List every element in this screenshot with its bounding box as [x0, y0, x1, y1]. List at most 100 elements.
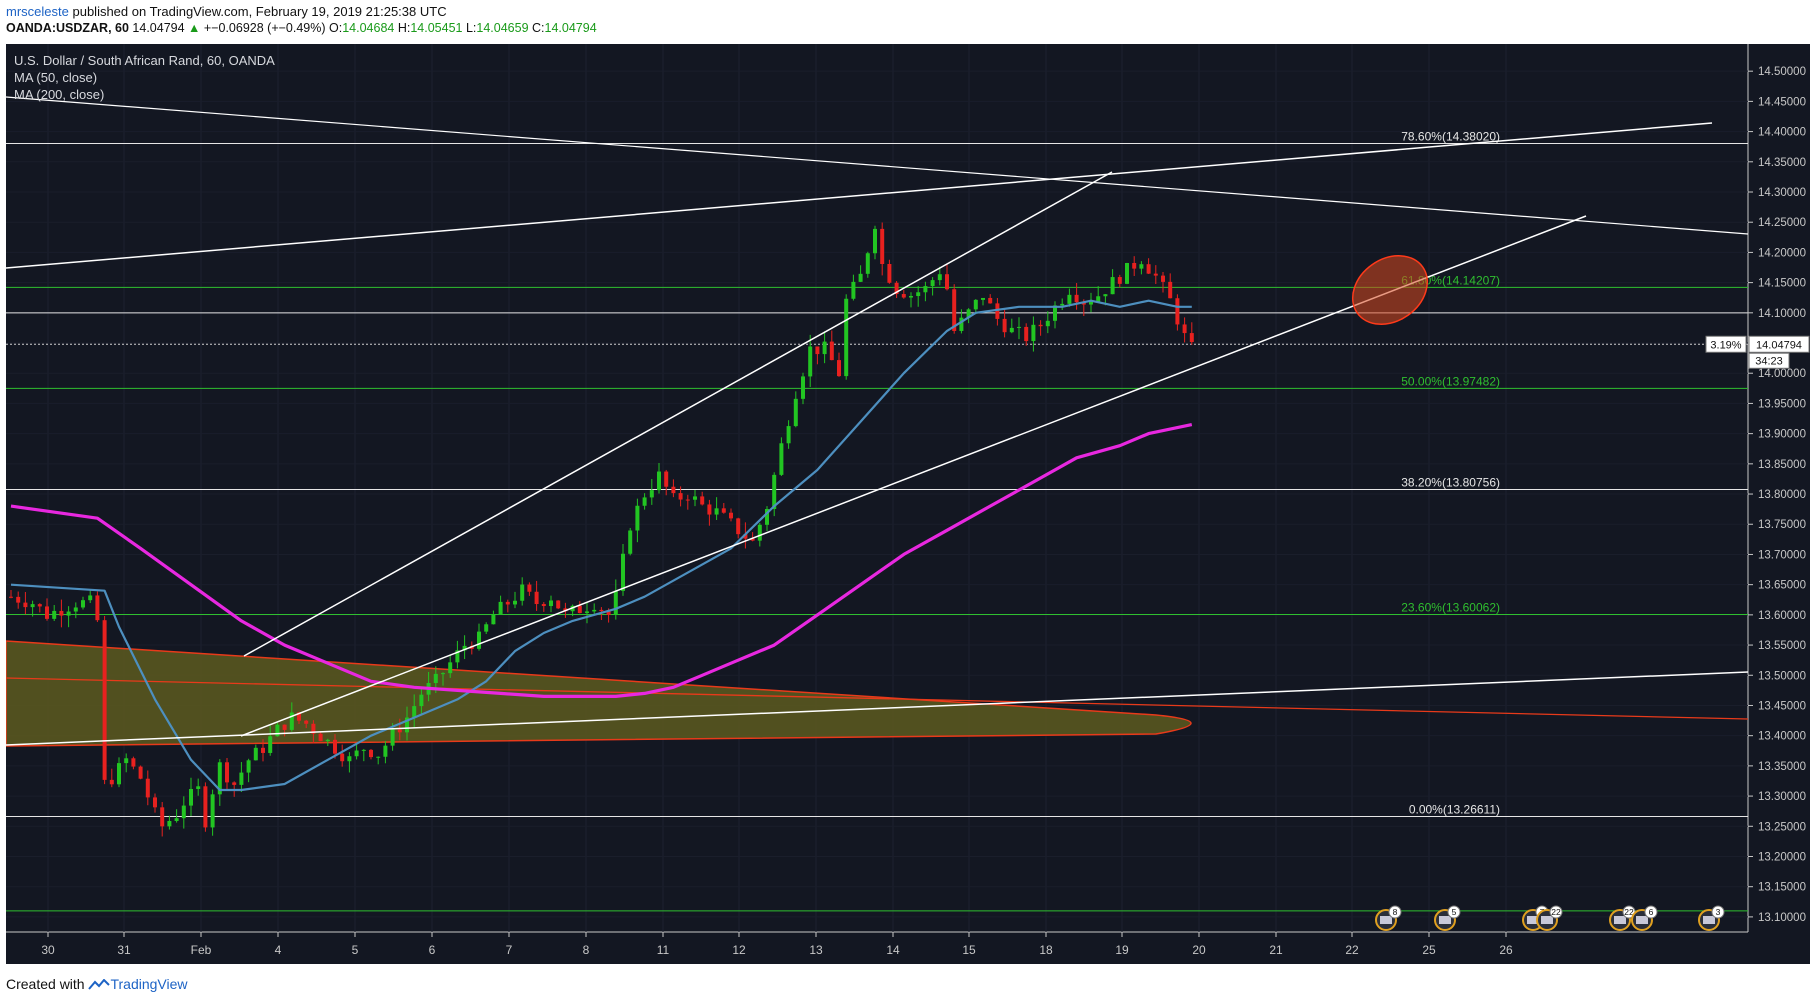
event-marker[interactable]: 6	[1631, 905, 1658, 931]
candle-body	[347, 756, 352, 762]
candle-body	[253, 747, 258, 761]
candle-body	[45, 606, 49, 619]
candle-body	[851, 281, 856, 299]
x-tick-label: 5	[352, 943, 359, 957]
y-tick-label: 14.40000	[1758, 127, 1806, 139]
candle-body	[397, 729, 402, 733]
x-tick-label: 20	[1192, 943, 1206, 957]
candle-body	[246, 760, 251, 773]
candle-body	[477, 631, 481, 649]
y-tick-label: 13.10000	[1758, 912, 1806, 924]
time-axis[interactable]: 30 31 Feb 4 5 6 7 8 11 12 13 14 15 18 19 20 21 22 25 26	[41, 932, 1513, 957]
y-tick-label: 14.30000	[1758, 187, 1806, 199]
y-tick-label: 14.15000	[1758, 278, 1806, 290]
price-axis[interactable]: 14.50000 14.45000 14.40000 14.35000 14.30000…	[1748, 66, 1806, 924]
candle-body	[621, 553, 625, 591]
symbol-label: OANDA:USDZAR, 60	[6, 21, 129, 35]
candle-body	[124, 758, 129, 764]
candle-body	[59, 610, 64, 616]
candle-body	[203, 786, 208, 828]
candle-body	[1153, 273, 1158, 276]
x-tick-label: 12	[732, 943, 746, 957]
legend-ma50[interactable]: MA (50, close)	[14, 70, 98, 85]
candle-body	[966, 309, 971, 318]
event-marker[interactable]: 8	[1375, 905, 1402, 931]
candle-body	[808, 346, 813, 377]
candle-body	[923, 286, 928, 293]
candle-body	[887, 263, 892, 283]
price-tags: 3.19% 14.04794 34:23	[1705, 335, 1810, 369]
candle-body	[599, 609, 604, 612]
x-tick-label: 18	[1039, 943, 1053, 957]
candle-body	[952, 289, 957, 331]
event-marker[interactable]: 22	[1609, 905, 1636, 931]
candle-body	[649, 490, 654, 498]
event-count: 8	[1393, 907, 1398, 917]
event-count: 22	[1624, 907, 1634, 917]
candle-body	[433, 673, 438, 684]
y-tick-label: 13.60000	[1758, 610, 1806, 622]
x-tick-label: 11	[657, 943, 670, 957]
level-label: 78.60%(14.38020)	[1401, 130, 1500, 144]
candle-body	[937, 274, 942, 281]
candle-body	[1060, 303, 1065, 306]
ellipse-axis-line	[6, 677, 1749, 720]
candle-body	[750, 538, 755, 541]
candle-body	[318, 733, 323, 742]
x-tick-label: 7	[506, 943, 513, 957]
event-marker[interactable]: 5	[1434, 905, 1461, 931]
candle-body	[16, 596, 21, 603]
candle-body	[30, 604, 35, 608]
candle-body	[376, 756, 381, 758]
y-tick-label: 13.40000	[1758, 731, 1806, 743]
y-tick-label: 14.00000	[1758, 368, 1806, 380]
candle-body	[527, 584, 532, 592]
candle-body	[484, 624, 489, 632]
created-with: Created with	[6, 976, 85, 992]
y-tick-label: 13.55000	[1758, 640, 1806, 652]
candle-body	[822, 341, 827, 355]
level-label: 50.00%(13.97482)	[1401, 374, 1500, 388]
candle-body	[109, 779, 114, 785]
x-tick-label: 13	[809, 943, 823, 957]
candle-body	[901, 294, 906, 298]
candle-body	[801, 376, 805, 399]
x-tick-label: 6	[429, 943, 436, 957]
chart-area[interactable]: 78.60%(14.38020) 61.80%(14.14207) 50.00%(1…	[6, 44, 1810, 964]
open-value: 14.04684	[342, 21, 395, 35]
candle-body	[189, 789, 193, 806]
y-tick-label: 13.85000	[1758, 459, 1806, 471]
candle-body	[786, 426, 791, 444]
candle-body	[945, 274, 949, 290]
candle-body	[556, 600, 561, 609]
legend-ma200[interactable]: MA (200, close)	[14, 87, 105, 102]
candle-body	[412, 706, 417, 718]
tradingview-link[interactable]: TradingView	[110, 976, 188, 992]
candle-body	[585, 611, 589, 613]
candle-body	[973, 299, 978, 310]
chart-legend: U.S. Dollar / South African Rand, 60, OA…	[14, 52, 275, 103]
price-chart[interactable]: 78.60%(14.38020)61.80%(14.14207)50.00%(1…	[6, 44, 1810, 964]
event-marker[interactable]: 3	[1698, 905, 1725, 931]
candle-body	[577, 605, 582, 613]
event-marker[interactable]: 22	[1536, 905, 1563, 931]
candle-body	[282, 724, 287, 730]
candle-body	[1089, 301, 1093, 305]
price-tag	[1748, 335, 1810, 353]
candle-body	[642, 497, 647, 506]
event-markers[interactable]: 857222263	[1375, 905, 1725, 931]
candle-body	[462, 645, 467, 651]
candle-body	[304, 720, 309, 724]
candle-body	[225, 762, 229, 783]
author-name[interactable]: mrsceleste	[6, 4, 69, 19]
candle-body	[145, 778, 150, 798]
candle-body	[196, 786, 201, 790]
x-tick-label: 21	[1269, 943, 1283, 957]
long-support-line	[6, 671, 1749, 746]
candle-body	[1017, 326, 1021, 328]
y-tick-label: 14.45000	[1758, 96, 1806, 108]
close-value: 14.04794	[544, 21, 597, 35]
candle-body	[520, 584, 525, 601]
candle-body	[340, 753, 345, 762]
x-tick-label: 25	[1422, 943, 1436, 957]
